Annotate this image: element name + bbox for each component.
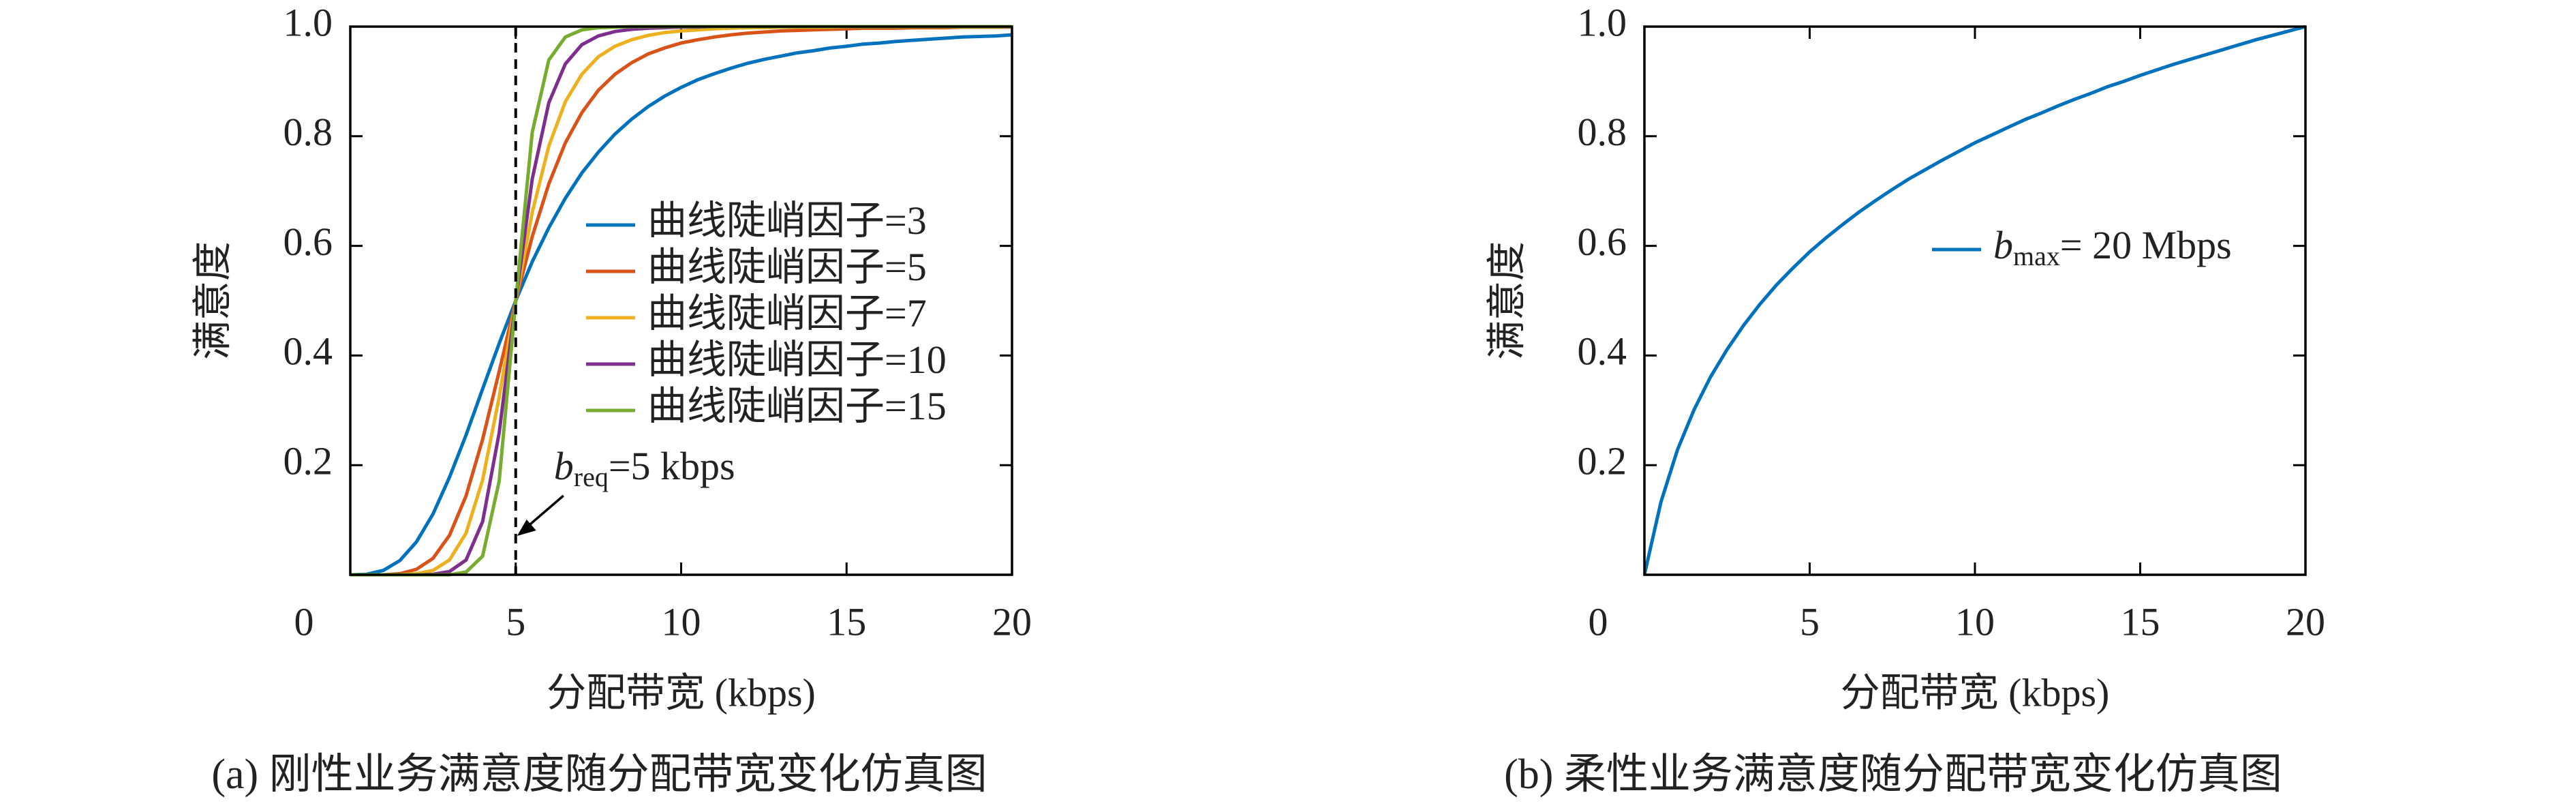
legend-label: 曲线陡峭因子=7	[647, 291, 927, 335]
y-tick-label: 1.0	[283, 0, 333, 44]
curve	[350, 33, 1012, 577]
annotation: breq=5 kbps	[554, 444, 735, 492]
y-axis-label: 满意度	[190, 241, 234, 360]
legend-label-suffix: = 20 Mbps	[2060, 223, 2232, 267]
y-tick-label: 0.2	[1578, 439, 1627, 483]
legend-label-main: 曲线陡峭因子=10	[647, 338, 947, 382]
legend-label: 曲线陡峭因子=5	[647, 245, 927, 289]
legend-label-main: 曲线陡峭因子=15	[647, 384, 947, 428]
legend-label-main: 曲线陡峭因子=5	[647, 245, 927, 289]
plot-frame	[1643, 25, 2307, 576]
legend-label-main: b	[1993, 223, 2013, 267]
x-tick-label: 0	[294, 599, 314, 644]
x-tick-label: 10	[662, 599, 701, 644]
caption: (a) 刚性业务满意度随分配带宽变化仿真图	[211, 751, 987, 798]
x-tick-label: 0	[1589, 599, 1608, 644]
y-tick-label: 0.8	[1578, 110, 1627, 154]
y-tick-label: 0.6	[1578, 220, 1627, 264]
annotation-sub: req	[574, 462, 609, 492]
y-tick-label: 0.2	[283, 439, 333, 483]
x-tick-label: 5	[506, 599, 525, 644]
x-tick-label: 15	[2121, 599, 2160, 644]
y-axis-label: 满意度	[1484, 241, 1529, 360]
legend-label-sub: max	[2013, 241, 2060, 271]
annotation-arrowhead	[517, 520, 536, 536]
y-tick-label: 0.6	[283, 220, 333, 264]
x-tick-label: 20	[992, 599, 1032, 644]
annotation-suffix: =5 kbps	[609, 444, 735, 488]
caption: (b) 柔性业务满意度随分配带宽变化仿真图	[1504, 751, 2282, 798]
x-axis-label: 分配带宽 (kbps)	[547, 670, 816, 715]
x-tick-label: 15	[827, 599, 866, 644]
x-tick-label: 20	[2286, 599, 2325, 644]
legend-label-main: 曲线陡峭因子=7	[647, 291, 927, 335]
y-tick-label: 0.4	[1578, 329, 1627, 374]
curve	[1644, 25, 2305, 575]
legend-label-main: 曲线陡峭因子=3	[647, 198, 927, 243]
x-tick-label: 10	[1955, 599, 1995, 644]
plot-frame	[349, 25, 1013, 576]
legend-label: 曲线陡峭因子=10	[647, 338, 947, 382]
legend-label: 曲线陡峭因子=3	[647, 198, 927, 243]
legend-label: bmax= 20 Mbps	[1993, 223, 2232, 271]
y-tick-label: 0.8	[283, 110, 333, 154]
y-tick-label: 0.4	[283, 329, 333, 374]
legend-label: 曲线陡峭因子=15	[647, 384, 947, 428]
y-tick-label: 1.0	[1578, 0, 1627, 44]
annotation-main: b	[554, 444, 574, 488]
x-tick-label: 5	[1800, 599, 1820, 644]
x-axis-label: 分配带宽 (kbps)	[1841, 670, 2110, 715]
